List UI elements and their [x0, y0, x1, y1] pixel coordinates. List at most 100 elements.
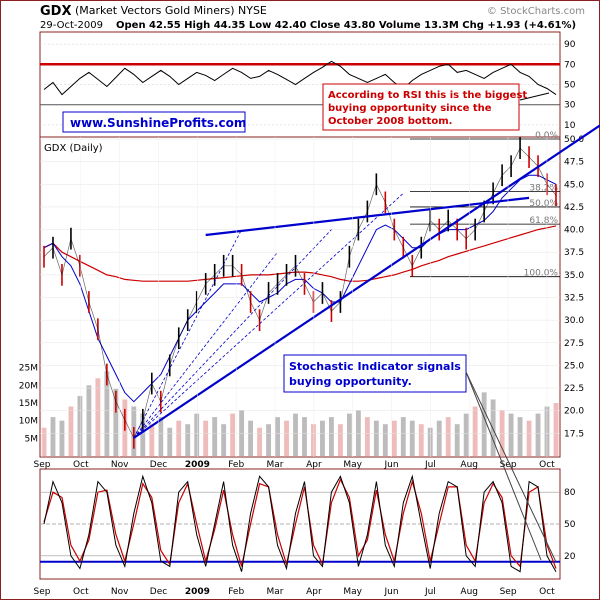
x-tick-label: Apr	[306, 460, 322, 470]
rsi-note-line-2: buying opportunity since the	[328, 103, 492, 114]
volume-bar	[41, 427, 47, 456]
price-tick-label: 22.5	[564, 384, 584, 394]
volume-bar	[391, 420, 397, 456]
volume-bar	[302, 417, 307, 456]
website-link[interactable]: www.SunshineProfits.com	[70, 116, 246, 130]
volume-bar	[95, 378, 101, 456]
x-tick-label-bottom: Feb	[228, 587, 244, 597]
price-tick-label: 27.5	[564, 339, 584, 349]
price-tick-label: 17.5	[564, 429, 584, 439]
price-layer: 17.5 20.0 22.5 25.0 27.5 30.0 32.5 35.0 37.5 40.0…	[40, 124, 600, 457]
volume-bar	[140, 413, 146, 456]
volume-tick-label: 25M	[19, 364, 38, 374]
chart-date: 29-Oct-2009	[40, 20, 103, 31]
source-credit: © StockCharts.com	[487, 6, 585, 17]
price-tick-label: 42.5	[564, 203, 584, 213]
volume-bar	[320, 420, 325, 456]
volume-bar	[275, 417, 280, 456]
x-tick-label: May	[343, 460, 362, 470]
stoch-tick-label: 80	[564, 488, 576, 498]
volume-bar	[499, 410, 505, 456]
price-tick-label: 35.0	[564, 271, 584, 281]
volume-bar	[481, 392, 487, 456]
volume-bar	[158, 417, 164, 456]
x-tick-label: Mar	[267, 460, 284, 470]
volume-bar	[346, 413, 352, 456]
fan-line	[133, 193, 404, 439]
volume-bar	[535, 413, 541, 456]
fib-label: 38.2%	[529, 184, 558, 194]
volume-bar	[329, 417, 334, 456]
main-uptrend-line	[133, 124, 600, 439]
stoch-k-line	[43, 474, 557, 573]
volume-bar	[436, 420, 442, 456]
fan-line	[133, 229, 332, 439]
fan-line	[133, 251, 278, 439]
volume-bar	[364, 417, 370, 456]
website-box	[62, 111, 246, 133]
axis-layer: Sep Sep Oct Oct Nov Nov Dec Dec 2009 2009 Feb Feb Ma…	[34, 460, 556, 597]
rsi-note-box	[322, 83, 520, 131]
volume-bar	[248, 420, 254, 456]
x-tick-label-bottom: Mar	[267, 587, 284, 597]
x-tick-label: Feb	[228, 460, 244, 470]
price-panel-title: GDX (Daily)	[44, 143, 103, 154]
volume-bar	[337, 424, 343, 456]
x-tick-label: Sep	[34, 460, 51, 470]
volume-bar	[454, 424, 460, 456]
x-tick-label-bottom: Nov	[111, 587, 129, 597]
rsi-tick-label: 70	[564, 60, 576, 70]
price-tick-label: 32.5	[564, 294, 584, 304]
price-tick-label: 30.0	[564, 316, 584, 326]
volume-bar	[221, 424, 227, 456]
volume-bar	[445, 417, 451, 456]
volume-tick-label: 10M	[19, 417, 38, 427]
volume-bar	[472, 406, 478, 456]
volume-bar	[50, 417, 56, 456]
rsi-tick-label: 50	[564, 81, 576, 91]
stoch-note-pointer-a	[465, 371, 542, 561]
volume-bar	[149, 424, 155, 456]
price-tick-label: 37.5	[564, 248, 584, 258]
price-tick-label: 45.0	[564, 180, 584, 190]
volume-bar	[508, 413, 514, 456]
volume-bar	[167, 427, 173, 456]
volume-bar	[59, 420, 65, 456]
x-tick-label: Oct	[539, 460, 555, 470]
volume-layer: 5M 10M 15M 20M 25M	[19, 364, 559, 456]
rsi-tick-label: 10	[564, 121, 576, 131]
volume-bar	[400, 417, 406, 456]
rsi-line	[43, 60, 557, 96]
stoch-tick-label: 50	[564, 520, 576, 530]
volume-bar	[490, 399, 496, 456]
x-tick-label: Oct	[73, 460, 89, 470]
price-tick-label: 50.0	[564, 135, 584, 145]
x-tick-label: Sep	[500, 460, 517, 470]
volume-bar	[77, 395, 83, 456]
x-tick-label-bottom: 2009	[185, 587, 210, 597]
x-tick-label-bottom: Sep	[34, 587, 51, 597]
stoch-note-pointer-b	[465, 371, 557, 563]
volume-bar	[203, 420, 209, 456]
volume-bar	[194, 413, 200, 456]
x-tick-label-bottom: Oct	[539, 587, 555, 597]
volume-tick-label: 20M	[19, 381, 38, 391]
price-tick-label: 25.0	[564, 361, 584, 371]
x-tick-label: Jul	[424, 460, 436, 470]
ticker-name: (Market Vectors Gold Miners) NYSE	[75, 4, 267, 17]
volume-bar	[86, 385, 92, 456]
volume-bar	[266, 424, 271, 456]
volume-bar	[284, 420, 289, 456]
x-tick-label-bottom: Aug	[460, 587, 478, 597]
volume-bar	[104, 371, 110, 456]
x-tick-label-bottom: Oct	[73, 587, 89, 597]
stoch-note-line-1: Stochastic Indicator signals	[289, 360, 461, 373]
volume-bar	[409, 420, 415, 456]
stoch-note-line-2: buying opportunity.	[289, 375, 412, 388]
x-tick-label: Dec	[150, 460, 167, 470]
volume-bar	[212, 417, 218, 456]
x-tick-label: Aug	[460, 460, 478, 470]
volume-bar	[68, 406, 74, 456]
volume-bar	[373, 420, 379, 456]
x-tick-label: 2009	[185, 460, 210, 470]
